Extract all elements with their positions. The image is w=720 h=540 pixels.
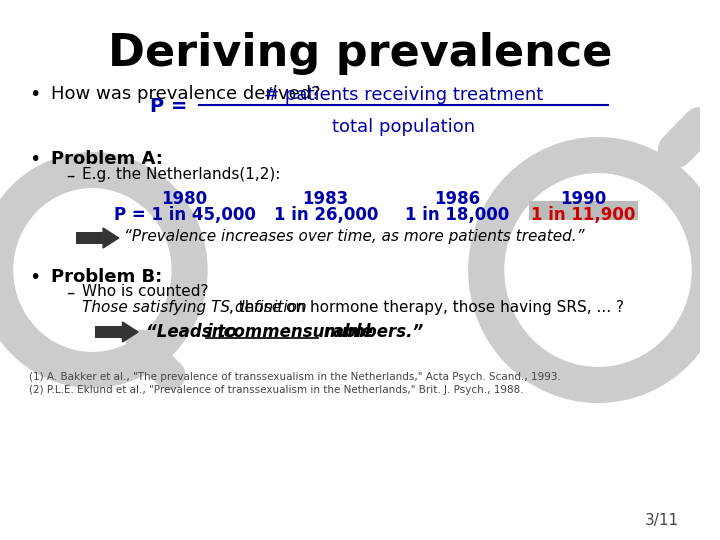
Text: P = 1 in 45,000: P = 1 in 45,000 [114, 206, 256, 224]
Text: •: • [30, 150, 40, 169]
FancyBboxPatch shape [76, 232, 103, 244]
Text: Those satisfying TS definition: Those satisfying TS definition [81, 300, 306, 315]
Text: Problem A:: Problem A: [50, 150, 163, 168]
Text: “Leads to: “Leads to [146, 323, 243, 341]
Text: Problem B:: Problem B: [50, 268, 162, 286]
Text: 1 in 18,000: 1 in 18,000 [405, 206, 509, 224]
Text: Who is counted?: Who is counted? [81, 284, 208, 299]
Text: Deriving prevalence: Deriving prevalence [107, 32, 612, 75]
Text: –: – [66, 167, 74, 185]
Text: 3/11: 3/11 [644, 513, 679, 528]
Text: total population: total population [332, 118, 475, 136]
Text: “Prevalence increases over time, as more patients treated.”: “Prevalence increases over time, as more… [125, 230, 585, 245]
Text: •: • [30, 268, 40, 287]
Text: 1 in 11,900: 1 in 11,900 [531, 206, 636, 224]
Text: •: • [30, 85, 40, 104]
Text: E.g. the Netherlands(1,2):: E.g. the Netherlands(1,2): [81, 167, 280, 182]
Text: How was prevalence derived?: How was prevalence derived? [50, 85, 320, 103]
Text: 1983: 1983 [302, 190, 349, 208]
Polygon shape [150, 362, 170, 378]
Text: (2) P.L.E. Eklund et al., "Prevalence of transsexualism in the Netherlands," Bri: (2) P.L.E. Eklund et al., "Prevalence of… [30, 385, 523, 395]
Text: P =: P = [150, 98, 194, 117]
Text: numbers.”: numbers.” [318, 323, 423, 341]
Text: 1980: 1980 [162, 190, 208, 208]
Text: # patients receiving treatment: # patients receiving treatment [264, 86, 543, 104]
Text: incommensurable: incommensurable [206, 323, 373, 341]
FancyBboxPatch shape [529, 201, 638, 220]
Text: 1 in 26,000: 1 in 26,000 [274, 206, 378, 224]
Polygon shape [122, 322, 138, 342]
FancyBboxPatch shape [95, 326, 122, 338]
Text: , those on hormone therapy, those having SRS, ... ?: , those on hormone therapy, those having… [230, 300, 624, 315]
Polygon shape [680, 120, 700, 145]
Text: (1) A. Bakker et al., "The prevalence of transsexualism in the Netherlands," Act: (1) A. Bakker et al., "The prevalence of… [30, 372, 561, 382]
Text: 1986: 1986 [434, 190, 480, 208]
Text: –: – [66, 284, 74, 302]
Polygon shape [103, 228, 119, 248]
Text: 1990: 1990 [560, 190, 606, 208]
